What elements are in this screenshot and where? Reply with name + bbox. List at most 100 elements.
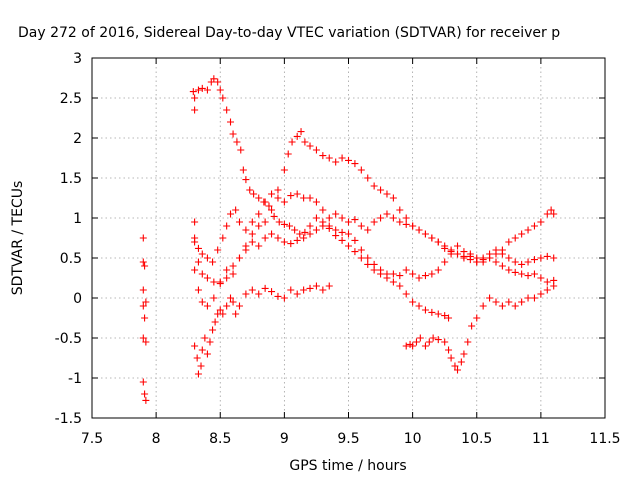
data-point	[332, 158, 340, 166]
chart-title: Day 272 of 2016, Sidereal Day-to-day VTE…	[18, 25, 560, 41]
data-point	[216, 86, 224, 94]
data-point	[530, 222, 538, 230]
data-point	[416, 334, 424, 342]
data-point	[229, 270, 237, 278]
data-point	[287, 240, 295, 248]
data-point	[492, 258, 500, 266]
x-tick-label: 10	[404, 431, 422, 447]
data-point	[261, 284, 269, 292]
data-point	[524, 226, 532, 234]
data-point	[198, 84, 206, 92]
data-point	[142, 298, 150, 306]
data-point	[434, 266, 442, 274]
data-point	[383, 210, 391, 218]
data-point	[198, 346, 206, 354]
data-point	[210, 294, 218, 302]
data-point	[524, 258, 532, 266]
y-tick-label: 3	[73, 51, 82, 67]
x-tick-label: 7.5	[81, 431, 103, 447]
data-point	[248, 286, 256, 294]
data-point	[441, 258, 449, 266]
data-point	[543, 278, 551, 286]
data-point	[550, 282, 558, 290]
data-point	[364, 174, 372, 182]
data-point	[293, 190, 301, 198]
data-point	[473, 314, 481, 322]
data-point	[511, 302, 519, 310]
data-point	[300, 194, 308, 202]
data-point	[239, 166, 247, 174]
x-tick-label: 9.5	[337, 431, 359, 447]
data-point	[255, 222, 263, 230]
data-point	[214, 246, 222, 254]
data-point	[396, 206, 404, 214]
data-point	[232, 206, 240, 214]
data-point	[261, 234, 269, 242]
data-point	[409, 342, 417, 350]
data-point	[357, 246, 365, 254]
data-point	[216, 278, 224, 286]
data-point	[248, 218, 256, 226]
data-point	[248, 238, 256, 246]
data-point	[543, 286, 551, 294]
data-point	[537, 218, 545, 226]
data-point	[454, 250, 462, 258]
data-point	[409, 298, 417, 306]
data-point	[332, 210, 340, 218]
data-point	[396, 282, 404, 290]
data-point	[219, 234, 227, 242]
data-point	[524, 294, 532, 302]
data-point	[197, 362, 205, 370]
data-point	[141, 262, 149, 270]
data-point	[319, 286, 327, 294]
data-point	[223, 302, 231, 310]
data-point	[268, 206, 276, 214]
data-point	[237, 146, 245, 154]
data-point	[454, 366, 462, 374]
data-point	[441, 338, 449, 346]
data-point	[505, 298, 513, 306]
data-point	[402, 266, 410, 274]
data-point	[233, 138, 241, 146]
data-point	[445, 314, 453, 322]
y-tick-label: 1	[73, 211, 82, 227]
data-point	[498, 302, 506, 310]
y-tick-label: -1.5	[55, 411, 82, 427]
data-points	[139, 75, 558, 404]
data-point	[434, 336, 442, 344]
data-point	[293, 236, 301, 244]
x-tick-label: 8	[152, 431, 161, 447]
data-point	[203, 274, 211, 282]
data-point	[274, 234, 282, 242]
data-point	[255, 194, 263, 202]
data-point	[345, 156, 352, 164]
data-point	[445, 346, 453, 354]
data-point	[203, 86, 211, 94]
data-point	[250, 190, 258, 198]
data-point	[325, 282, 333, 290]
data-point	[248, 230, 256, 238]
data-point	[194, 286, 202, 294]
data-point	[479, 302, 487, 310]
data-point	[425, 338, 433, 346]
data-point	[518, 298, 526, 306]
data-point	[389, 194, 397, 202]
data-point	[319, 206, 327, 214]
data-point	[210, 75, 218, 83]
y-tick-label: 1.5	[60, 171, 82, 187]
data-point	[229, 298, 237, 306]
data-point	[460, 350, 468, 358]
data-point	[312, 214, 320, 222]
data-point	[306, 222, 314, 230]
data-point	[389, 270, 397, 278]
data-point	[468, 322, 476, 330]
data-point	[312, 282, 320, 290]
data-point	[206, 338, 214, 346]
data-point	[338, 154, 346, 162]
data-point	[288, 138, 296, 146]
data-point	[518, 230, 526, 238]
data-point	[198, 250, 206, 258]
data-point	[415, 274, 423, 282]
data-point	[261, 198, 269, 206]
